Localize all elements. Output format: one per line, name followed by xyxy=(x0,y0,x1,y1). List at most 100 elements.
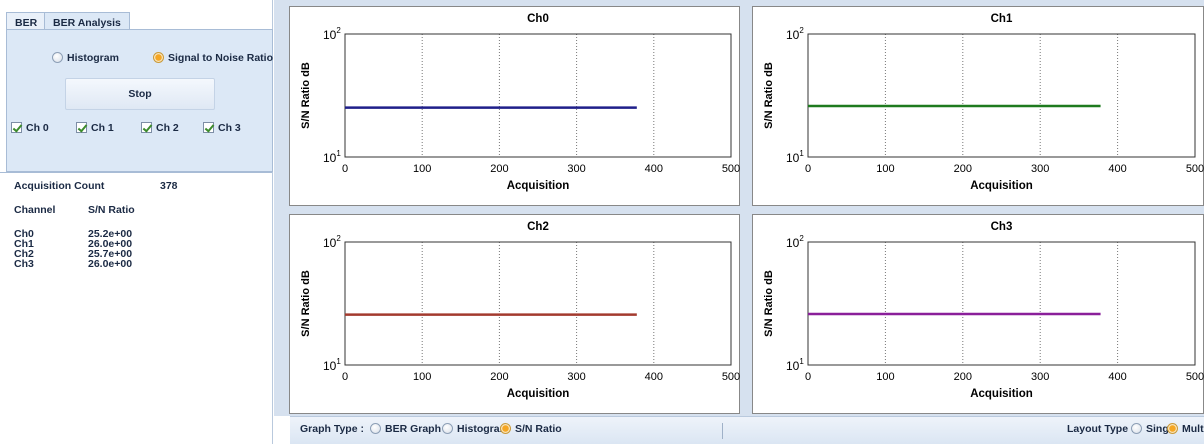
x-tick-label: 0 xyxy=(805,163,811,175)
checkbox-checked-icon xyxy=(76,122,87,133)
radio-unchecked-icon xyxy=(52,52,63,63)
y-tick-label: 102 xyxy=(323,26,341,42)
ch1-checkbox[interactable]: Ch 1 xyxy=(76,122,114,134)
x-axis-label: Acquisition xyxy=(507,388,570,400)
y-tick-label: 101 xyxy=(786,357,804,373)
chart-ch1: Ch1 0 100 200 300 400 500 101 102 Acquisition S/N … xyxy=(752,6,1204,206)
chart-ch3: Ch3 0 100 200 300 400 500 101 102 Acquisition S/N … xyxy=(752,214,1204,414)
graph-type-label: Graph Type : xyxy=(300,423,364,435)
histogram-graph-radio-label: Histogram xyxy=(457,423,509,435)
chart-ch2: Ch2 0 100 200 300 400 500 101 102 Acquisition S/N … xyxy=(289,214,740,414)
chart-ch3-plot: Ch3 0 100 200 300 400 500 101 102 Acquisition S/N … xyxy=(763,221,1204,400)
radio-unchecked-icon xyxy=(442,423,453,434)
radio-unchecked-icon xyxy=(1131,423,1142,434)
x-tick-label: 400 xyxy=(645,371,663,383)
chart-ch0-plot: Ch0 0 100 200 300 400 500 101 102 Acquisition S/N … xyxy=(300,13,740,192)
ber-graph-radio[interactable]: BER Graph xyxy=(370,423,441,435)
multi-layout-radio-label: Multi xyxy=(1182,423,1204,435)
y-tick-label: 101 xyxy=(323,357,341,373)
ratio-cell: 25.2e+00 xyxy=(88,228,133,240)
analysis-panel: BER BER Analysis Histogram Signal to Noi… xyxy=(0,0,273,444)
x-tick-label: 0 xyxy=(805,371,811,383)
ratio-cell: 26.0e+00 xyxy=(88,238,133,250)
x-tick-label: 300 xyxy=(567,371,585,383)
ratio-cell: 25.7e+00 xyxy=(88,248,133,260)
bottom-toolbar: Graph Type : BER Graph Histogram S/N Rat… xyxy=(290,416,1204,444)
x-tick-label: 400 xyxy=(1108,163,1126,175)
ch2-checkbox[interactable]: Ch 2 xyxy=(141,122,179,134)
x-tick-label: 100 xyxy=(413,163,431,175)
stop-button[interactable]: Stop xyxy=(65,78,215,110)
acquisition-count-label: Acquisition Count xyxy=(14,180,105,192)
y-tick-label: 102 xyxy=(786,234,804,250)
radio-checked-icon xyxy=(500,423,511,434)
radio-unchecked-icon xyxy=(370,423,381,434)
channel-cell: Ch2 xyxy=(14,248,34,260)
x-tick-label: 200 xyxy=(490,163,508,175)
y-axis-label: S/N Ratio dB xyxy=(763,62,775,129)
x-tick-label: 500 xyxy=(722,371,740,383)
toolbar-divider xyxy=(722,423,723,439)
histogram-graph-radio[interactable]: Histogram xyxy=(442,423,509,435)
checkbox-checked-icon xyxy=(11,122,22,133)
x-tick-label: 300 xyxy=(1031,163,1049,175)
layout-type-label: Layout Type : xyxy=(1067,423,1135,435)
y-tick-label: 101 xyxy=(786,149,804,165)
histogram-radio-label: Histogram xyxy=(67,52,119,64)
y-tick-label: 102 xyxy=(323,234,341,250)
x-tick-label: 300 xyxy=(567,163,585,175)
radio-checked-icon xyxy=(1167,423,1178,434)
ch0-checkbox-label: Ch 0 xyxy=(26,122,49,134)
tab-strip: BER BER Analysis xyxy=(6,6,273,36)
chart-ch1-plot: Ch1 0 100 200 300 400 500 101 102 Acquisition S/N … xyxy=(763,13,1204,192)
x-tick-label: 500 xyxy=(1186,371,1204,383)
x-tick-label: 200 xyxy=(954,163,972,175)
x-tick-label: 200 xyxy=(954,371,972,383)
chart-title: Ch3 xyxy=(991,221,1013,233)
x-axis-label: Acquisition xyxy=(970,388,1033,400)
sn-ratio-graph-radio-label: S/N Ratio xyxy=(515,423,562,435)
ch2-checkbox-label: Ch 2 xyxy=(156,122,179,134)
multi-layout-radio[interactable]: Multi xyxy=(1167,423,1204,435)
snr-radio[interactable]: Signal to Noise Ratio xyxy=(153,52,273,64)
x-tick-label: 500 xyxy=(1186,163,1204,175)
chart-title: Ch2 xyxy=(527,221,549,233)
plot-frame xyxy=(807,33,1196,158)
ch0-checkbox[interactable]: Ch 0 xyxy=(11,122,49,134)
y-tick-label: 101 xyxy=(323,149,341,165)
x-tick-label: 100 xyxy=(876,163,894,175)
ch3-checkbox-label: Ch 3 xyxy=(218,122,241,134)
x-tick-label: 200 xyxy=(490,371,508,383)
x-axis-label: Acquisition xyxy=(970,180,1033,192)
snr-radio-label: Signal to Noise Ratio xyxy=(168,52,274,64)
chart-title: Ch0 xyxy=(527,13,549,25)
x-tick-label: 0 xyxy=(342,163,348,175)
ch3-checkbox[interactable]: Ch 3 xyxy=(203,122,241,134)
acquisition-count-value: 378 xyxy=(160,180,178,192)
chart-ch2-plot: Ch2 0 100 200 300 400 500 101 102 Acquisition S/N … xyxy=(300,221,740,400)
x-tick-label: 0 xyxy=(342,371,348,383)
plot-frame xyxy=(344,33,732,158)
plot-frame xyxy=(807,241,1196,366)
x-tick-label: 500 xyxy=(722,163,740,175)
sn-ratio-graph-radio[interactable]: S/N Ratio xyxy=(500,423,562,435)
histogram-radio[interactable]: Histogram xyxy=(52,52,119,64)
channel-cell: Ch0 xyxy=(14,228,34,240)
x-tick-label: 100 xyxy=(876,371,894,383)
plot-frame xyxy=(344,241,732,366)
channel-cell: Ch3 xyxy=(14,258,34,270)
channel-header: Channel xyxy=(14,204,56,216)
x-tick-label: 400 xyxy=(1108,371,1126,383)
y-axis-label: S/N Ratio dB xyxy=(300,62,312,129)
ratio-cell: 26.0e+00 xyxy=(88,258,133,270)
x-axis-label: Acquisition xyxy=(507,180,570,192)
x-tick-label: 100 xyxy=(413,371,431,383)
ber-graph-radio-label: BER Graph xyxy=(385,423,442,435)
channel-cell: Ch1 xyxy=(14,238,34,250)
control-area: Histogram Signal to Noise Ratio Stop Ch … xyxy=(6,29,273,172)
ch1-checkbox-label: Ch 1 xyxy=(91,122,114,134)
statistics-area: Acquisition Count 378 Channel S/N Ratio … xyxy=(0,172,272,444)
chart-area: Ch0 0 100 200 300 400 500 101 102 Acquisition S/N … xyxy=(274,0,1204,416)
radio-checked-icon xyxy=(153,52,164,63)
checkbox-checked-icon xyxy=(141,122,152,133)
